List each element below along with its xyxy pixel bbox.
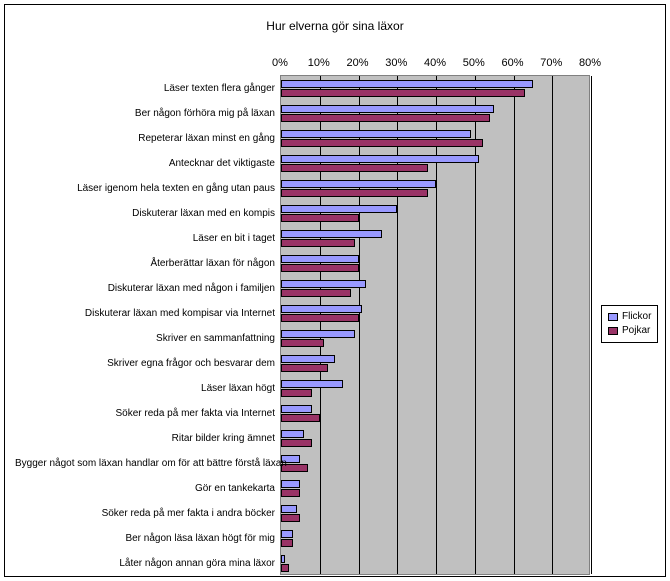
bar-flickor [281,105,494,113]
bar-pojkar [281,214,359,222]
category-label: Söker reda på mer fakta i andra böcker [15,508,275,519]
chart-frame: Hur elverna gör sina läxor 0% 10% 20% 30% 40… [4,4,666,577]
bar-pojkar [281,164,428,172]
category-label: Repeterar läxan minst en gång [15,133,275,144]
category-label: Återberättar läxan för någon [15,258,275,269]
gridline [552,76,553,574]
category-label: Antecknar det viktigaste [15,158,275,169]
x-axis-tick-label: 10% [308,57,330,69]
legend-item: Pojkar [608,324,651,338]
category-label: Ritar bilder kring ämnet [15,433,275,444]
bar-pojkar [281,439,312,447]
x-axis-tick-label: 60% [501,57,523,69]
bar-pojkar [281,314,359,322]
x-axis-tick-label: 50% [463,57,485,69]
legend-swatch [608,313,618,321]
bar-flickor [281,305,362,313]
x-axis-tick-label: 70% [540,57,562,69]
bar-pojkar [281,514,300,522]
category-label: Läser igenom hela texten en gång utan pa… [15,183,275,194]
category-label: Ber någon läsa läxan högt för mig [15,533,275,544]
bar-flickor [281,205,397,213]
bar-flickor [281,330,355,338]
category-label: Läser en bit i taget [15,233,275,244]
bar-pojkar [281,139,483,147]
bar-flickor [281,380,343,388]
bar-pojkar [281,339,324,347]
bar-flickor [281,530,293,538]
gridline [591,76,592,574]
category-label: Söker reda på mer fakta via Internet [15,408,275,419]
category-label: Läser läxan högt [15,383,275,394]
gridline [436,76,437,574]
category-label: Diskuterar läxan med kompisar via Intern… [15,308,275,319]
plot-area [280,75,590,575]
category-label: Skriver egna frågor och besvarar dem [15,358,275,369]
bar-flickor [281,130,471,138]
gridline [397,76,398,574]
bar-pojkar [281,239,355,247]
category-label: Ber någon förhöra mig på läxan [15,108,275,119]
bar-pojkar [281,289,351,297]
category-label: Bygger något som läxan handlar om för at… [15,458,275,469]
bar-flickor [281,80,533,88]
category-label: Låter någon annan göra mina läxor [15,558,275,569]
bar-flickor [281,480,300,488]
x-axis-labels: 0%10%20%30%40%50%60%70%80% [280,57,590,73]
gridline [514,76,515,574]
bar-pojkar [281,564,289,572]
bar-flickor [281,555,285,563]
gridline [320,76,321,574]
bar-flickor [281,155,479,163]
bar-pojkar [281,414,320,422]
category-label: Skriver en sammanfattning [15,333,275,344]
bar-pojkar [281,389,312,397]
x-axis-tick-label: 40% [424,57,446,69]
bar-flickor [281,355,335,363]
legend-label: Pojkar [622,324,650,338]
chart-title: Hur elverna gör sina läxor [5,19,665,33]
bar-flickor [281,230,382,238]
gridline [475,76,476,574]
legend-swatch [608,327,618,335]
x-axis-tick-label: 0% [272,57,288,69]
bar-pojkar [281,89,525,97]
bar-pojkar [281,489,300,497]
legend-item: Flickor [608,310,651,324]
bar-flickor [281,405,312,413]
category-label: Diskuterar läxan med en kompis [15,208,275,219]
x-axis-tick-label: 80% [579,57,601,69]
bar-pojkar [281,264,359,272]
category-label: Diskuterar läxan med någon i familjen [15,283,275,294]
bar-pojkar [281,189,428,197]
legend: FlickorPojkar [601,305,658,343]
bar-pojkar [281,364,328,372]
bar-pojkar [281,114,490,122]
category-label: Läser texten flera gånger [15,83,275,94]
legend-label: Flickor [622,310,651,324]
bar-flickor [281,255,359,263]
bar-flickor [281,505,297,513]
category-label: Gör en tankekarta [15,483,275,494]
x-axis-tick-label: 30% [385,57,407,69]
gridline [359,76,360,574]
bar-flickor [281,180,436,188]
bar-pojkar [281,539,293,547]
bar-flickor [281,280,366,288]
bar-flickor [281,430,304,438]
x-axis-tick-label: 20% [346,57,368,69]
